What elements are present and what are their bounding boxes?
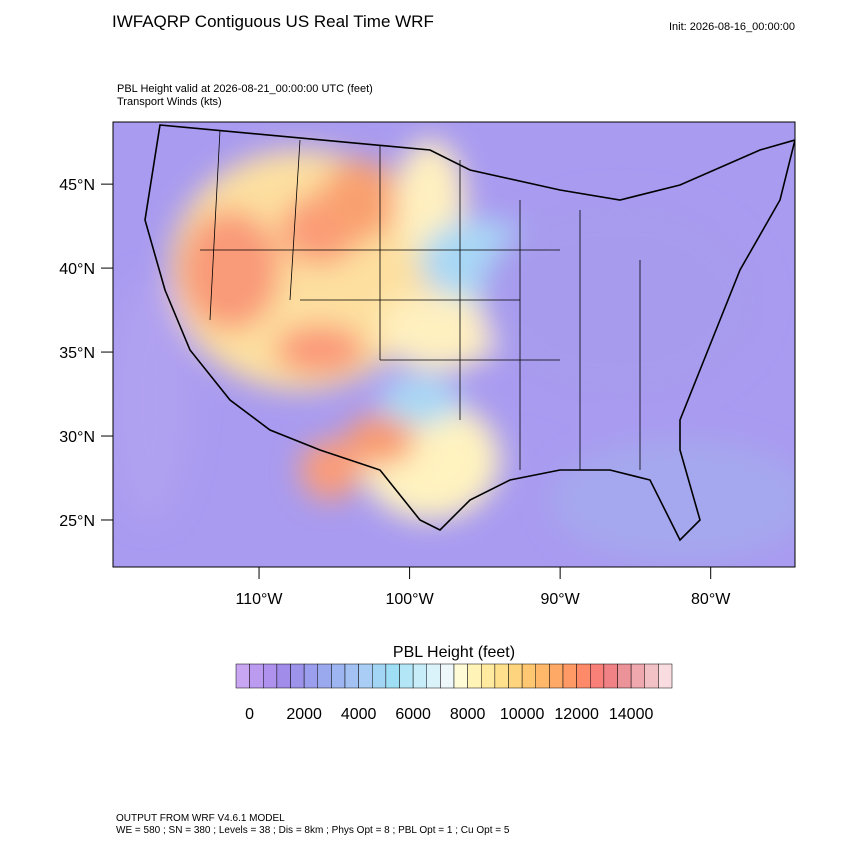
colorbar-swatch [399, 663, 414, 689]
colorbar-swatch [521, 663, 536, 689]
colorbar-swatch [549, 663, 564, 689]
colorbar-tick-label: 8000 [450, 706, 486, 723]
colorbar-swatch [467, 663, 482, 689]
colorbar-tick-label: 14000 [609, 706, 654, 723]
map-field [113, 122, 795, 567]
colorbar-swatch [412, 663, 427, 689]
lon-tick-label: 110°W [236, 591, 284, 608]
colorbar-swatch [303, 663, 318, 689]
map-axes: 25°N 30°N 35°N 40°N 45°N 110°W 100°W 90°W 80°W [59, 177, 731, 608]
colorbar-swatch [453, 663, 468, 689]
colorbar-swatch [372, 663, 387, 689]
wind-label: Transport Winds (kts) [117, 96, 222, 108]
footer-line: WE = 580 ; SN = 380 ; Levels = 38 ; Dis … [116, 825, 510, 836]
colorbar-swatch [590, 663, 605, 689]
lat-tick-label: 30°N [59, 429, 95, 446]
state-lines [200, 129, 641, 470]
colorbar-tick-label: 12000 [554, 706, 599, 723]
lat-tick-label: 35°N [59, 345, 95, 362]
colorbar-swatch [249, 663, 264, 689]
colorbar-tick-label: 10000 [500, 706, 545, 723]
colorbar-swatch [508, 663, 523, 689]
colorbar-swatch [440, 663, 455, 689]
colorbar-swatch [426, 663, 441, 689]
lat-tick-label: 45°N [59, 177, 95, 194]
lon-tick-label: 80°W [691, 591, 731, 608]
colorbar-tick-label: 0 [245, 706, 254, 723]
colorbar-swatch [358, 663, 373, 689]
title: IWFAQRP Contiguous US Real Time WRF [112, 12, 434, 31]
colorbar-tick-label: 6000 [395, 706, 431, 723]
field-label: PBL Height valid at 2026-08-21_00:00:00 … [117, 83, 373, 95]
lon-tick-label: 100°W [385, 591, 434, 608]
colorbar: 0 2000 4000 6000 8000 10000 12000 14000 [235, 663, 673, 723]
colorbar-swatch [317, 663, 332, 689]
colorbar-swatch [481, 663, 496, 689]
colorbar-swatch [290, 663, 305, 689]
colorbar-swatch [276, 663, 291, 689]
colorbar-swatch [630, 663, 645, 689]
colorbar-title: PBL Height (feet) [393, 644, 515, 661]
colorbar-swatch [576, 663, 591, 689]
colorbar-swatch [617, 663, 632, 689]
colorbar-swatch [385, 663, 400, 689]
lon-tick-label: 90°W [540, 591, 580, 608]
lat-tick-label: 25°N [59, 513, 95, 530]
map-frame [112, 121, 796, 568]
colorbar-swatch [644, 663, 659, 689]
colorbar-swatch [331, 663, 346, 689]
lat-tick-label: 40°N [59, 261, 95, 278]
colorbar-swatch [658, 663, 673, 689]
colorbar-swatch [535, 663, 550, 689]
footer-line: OUTPUT FROM WRF V4.6.1 MODEL [116, 813, 285, 824]
colorbar-swatch [494, 663, 509, 689]
colorbar-swatch [235, 663, 250, 689]
init-time: Init: 2026-08-16_00:00:00 [669, 21, 795, 33]
coastline [144, 124, 795, 542]
colorbar-swatch [344, 663, 359, 689]
colorbar-tick-label: 4000 [341, 706, 377, 723]
colorbar-tick-label: 2000 [286, 706, 322, 723]
colorbar-swatch [562, 663, 577, 689]
colorbar-swatch [603, 663, 618, 689]
colorbar-swatch [263, 663, 278, 689]
